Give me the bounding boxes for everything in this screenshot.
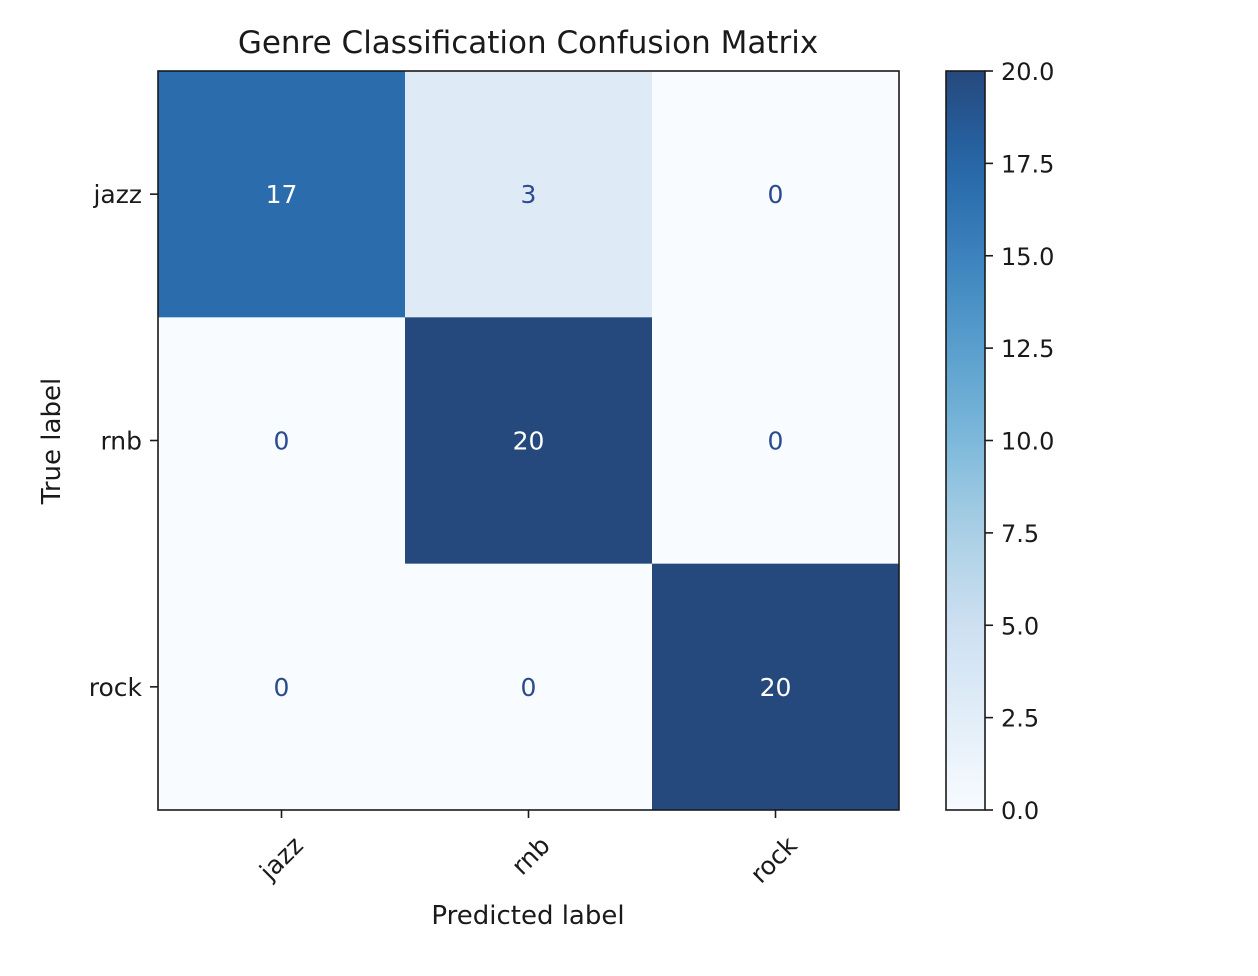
heatmap-cell: [158, 317, 406, 565]
colorbar-ticks: 0.0 2.5 5.0 7.5 10.0 12.5 15.0 17.5 20.0: [985, 58, 1054, 825]
cell-value-label: 17: [266, 180, 298, 209]
colorbar-tick-label: 12.5: [1001, 335, 1054, 363]
y-axis-label: True label: [37, 378, 67, 505]
heatmap-cell: [405, 563, 653, 811]
y-axis-ticks: jazz rnb rock: [89, 180, 158, 702]
cell-value-label: 20: [513, 427, 545, 456]
colorbar-tick-label: 2.5: [1001, 705, 1039, 733]
heatmap-cell: [652, 317, 900, 565]
x-axis-ticks: jazz rnb rock: [253, 810, 803, 889]
x-tick-label: rock: [745, 830, 804, 889]
x-tick-label: jazz: [253, 831, 309, 887]
y-tick-label: rock: [89, 673, 143, 702]
colorbar: [945, 70, 986, 811]
colorbar-tick-label: 5.0: [1001, 612, 1039, 640]
x-axis-label: Predicted label: [431, 901, 624, 931]
heatmap-cells: 17 3 0 0 20 0 0 0 20: [158, 71, 900, 811]
y-tick-label: rnb: [100, 427, 142, 456]
cell-value-label: 0: [521, 673, 537, 702]
heatmap-cell: [652, 563, 900, 811]
heatmap-cell: [405, 317, 653, 565]
heatmap-cell: [158, 563, 406, 811]
colorbar-tick-label: 17.5: [1001, 150, 1054, 178]
colorbar-tick-label: 0.0: [1001, 797, 1039, 825]
x-tick-label: rnb: [506, 831, 556, 881]
heatmap-cell: [652, 71, 900, 318]
chart-title: Genre Classification Confusion Matrix: [238, 25, 818, 61]
cell-value-label: 0: [768, 180, 784, 209]
cell-value-label: 0: [274, 427, 290, 456]
cell-value-label: 0: [768, 427, 784, 456]
cell-value-label: 0: [274, 673, 290, 702]
heatmap-cell: [158, 71, 406, 318]
y-tick-label: jazz: [92, 180, 142, 209]
colorbar-tick-label: 10.0: [1001, 428, 1054, 456]
cell-value-label: 20: [760, 673, 792, 702]
colorbar-tick-label: 15.0: [1001, 243, 1054, 271]
colorbar-tick-label: 7.5: [1001, 520, 1039, 548]
cell-value-label: 3: [521, 180, 537, 209]
colorbar-tick-label: 20.0: [1001, 58, 1054, 86]
heatmap-cell: [405, 71, 653, 318]
